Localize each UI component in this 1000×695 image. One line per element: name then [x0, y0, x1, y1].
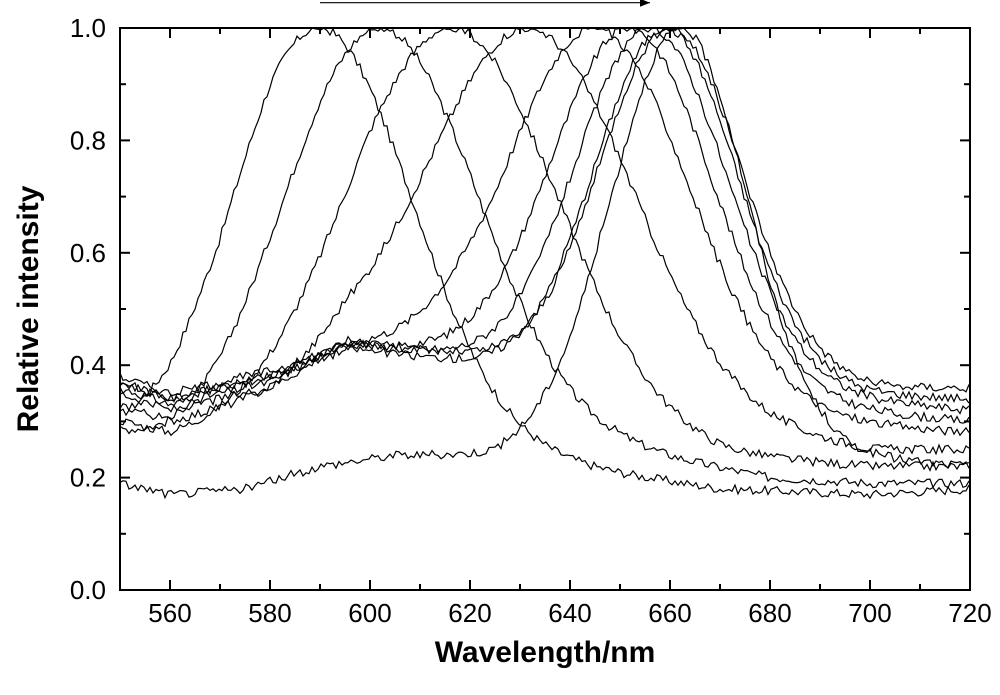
spectrum-curve — [120, 28, 969, 497]
x-tick-label: 700 — [848, 598, 891, 628]
y-tick-label: 0.2 — [70, 463, 106, 493]
x-tick-label: 580 — [248, 598, 291, 628]
y-tick-label: 0.8 — [70, 125, 106, 155]
chart-svg: 560 580 600 620 640 660 680 700 720 0.0 0.2 0.4 0.6 0… — [0, 0, 1000, 695]
y-tick-label: 0.4 — [70, 350, 106, 380]
x-tick-label: 640 — [548, 598, 591, 628]
x-tick-label: 560 — [148, 598, 191, 628]
spectrum-curve — [120, 28, 969, 435]
spectrum-curve — [120, 28, 969, 498]
spectrum-curve — [120, 28, 969, 396]
spectrum-curve — [120, 28, 969, 423]
curves-group — [120, 28, 969, 498]
annotation-arrowhead — [640, 0, 650, 7]
spectrum-curve — [120, 28, 969, 470]
x-tick-label: 600 — [348, 598, 391, 628]
spectrum-curve — [120, 28, 969, 413]
spectrum-curve — [120, 28, 969, 487]
x-axis-label: Wavelength/nm — [435, 636, 656, 669]
x-tick-label: 660 — [648, 598, 691, 628]
y-tick-label: 0.6 — [70, 238, 106, 268]
x-tick-label: 720 — [948, 598, 991, 628]
x-tick-label: 680 — [748, 598, 791, 628]
axis-frame — [120, 28, 970, 590]
y-tick-label: 1.0 — [70, 13, 106, 43]
y-axis-label: Relative intensity — [12, 185, 45, 432]
y-tick-label: 0.0 — [70, 575, 106, 605]
spectrum-curve — [120, 28, 969, 403]
x-tick-label: 620 — [448, 598, 491, 628]
spectra-chart: 560 580 600 620 640 660 680 700 720 0.0 0.2 0.4 0.6 0… — [0, 0, 1000, 695]
